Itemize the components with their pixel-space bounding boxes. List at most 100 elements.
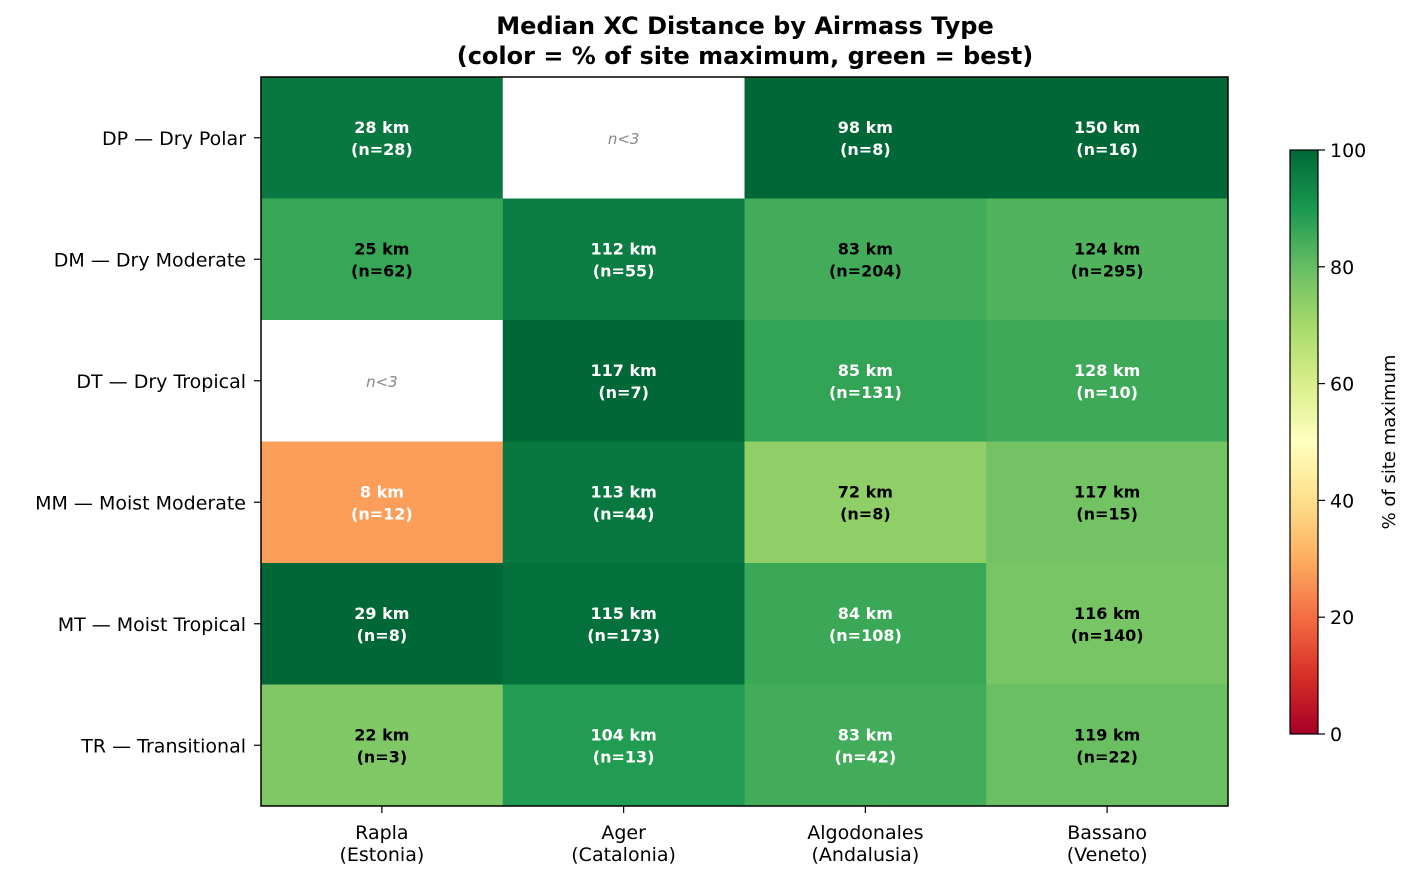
heatmap-cell	[261, 320, 504, 442]
heatmap-cell	[744, 684, 987, 807]
heatmap-cell	[986, 320, 1229, 442]
x-tick-label: (Andalusia)	[812, 844, 920, 866]
cell-distance-label: 25 km	[354, 239, 409, 258]
cell-distance-label: 113 km	[590, 482, 656, 501]
colorbar-tick-label: 60	[1330, 374, 1354, 396]
cell-count-label: (n=131)	[829, 383, 902, 402]
cell-count-label: (n=3)	[357, 747, 408, 766]
cell-count-label: (n=295)	[1071, 261, 1144, 280]
cell-distance-label: 84 km	[838, 604, 893, 623]
cell-count-label: (n=13)	[593, 747, 655, 766]
heatmap-cell	[744, 198, 987, 321]
cell-distance-label: 98 km	[838, 118, 893, 137]
x-tick-label: Rapla	[355, 822, 408, 844]
heatmap-cell	[502, 563, 745, 685]
colorbar-tick-label: 20	[1330, 607, 1354, 629]
heatmap-cell	[744, 563, 987, 685]
cell-count-label: (n=62)	[351, 261, 413, 280]
cell-count-label: (n=55)	[593, 261, 655, 280]
heatmap-cell	[261, 684, 504, 807]
heatmap-cell	[986, 198, 1229, 321]
heatmap-cell	[986, 563, 1229, 685]
cell-distance-label: 115 km	[590, 604, 656, 623]
cell-count-label: (n=15)	[1076, 504, 1138, 523]
colorbar-label: % of site maximum	[1379, 355, 1400, 530]
heatmap-cell	[502, 198, 745, 321]
chart-title-line1: Median XC Distance by Airmass Type	[496, 12, 993, 40]
heatmap-cell	[986, 684, 1229, 807]
colorbar-gradient	[1289, 149, 1319, 735]
cell-distance-label: 128 km	[1074, 361, 1140, 380]
heatmap-cell	[261, 563, 504, 685]
cell-distance-label: 29 km	[354, 604, 409, 623]
plot-frame	[260, 76, 1229, 807]
cell-distance-label: 124 km	[1074, 239, 1140, 258]
x-tick-label: Algodonales	[807, 822, 923, 844]
cell-count-label: (n=16)	[1076, 140, 1138, 159]
cell-count-label: (n=10)	[1076, 383, 1138, 402]
cell-distance-label: 83 km	[838, 725, 893, 744]
y-tick-label: DP — Dry Polar	[102, 128, 246, 150]
x-tick-label: Ager	[601, 822, 646, 844]
cell-distance-label: 117 km	[590, 361, 656, 380]
cell-count-label: (n=140)	[1071, 626, 1144, 645]
cell-count-label: (n=8)	[840, 504, 891, 523]
cell-distance-label: 8 km	[360, 482, 404, 501]
cell-distance-label: 119 km	[1074, 725, 1140, 744]
cell-distance-label: 83 km	[838, 239, 893, 258]
colorbar-tick-label: 80	[1330, 257, 1354, 279]
heatmap-cell	[986, 77, 1229, 199]
cell-distance-label: 85 km	[838, 361, 893, 380]
cell-count-label: (n=7)	[598, 383, 649, 402]
heatmap-cell	[502, 320, 745, 442]
cell-count-label: (n=42)	[835, 747, 897, 766]
x-tick-label: (Estonia)	[339, 844, 424, 866]
y-tick-label: DT — Dry Tropical	[76, 371, 246, 393]
colorbar: 0 20 40 60 80 100	[1289, 140, 1366, 746]
chart-title-line2: (color = % of site maximum, green = best…	[457, 42, 1034, 70]
heatmap-cell	[502, 441, 745, 564]
heatmap-cell	[744, 441, 987, 564]
x-axis: Rapla(Estonia) Ager(Catalonia) Algodonales…	[339, 806, 1148, 866]
cell-distance-label: 104 km	[590, 725, 656, 744]
cell-distance-label: 72 km	[838, 482, 893, 501]
colorbar-tick-label: 100	[1330, 140, 1366, 162]
cell-count-label: (n=108)	[829, 626, 902, 645]
cell-missing-label: n<3	[608, 130, 640, 148]
heatmap-cell	[502, 77, 745, 199]
cell-count-label: (n=173)	[587, 626, 660, 645]
cell-count-label: (n=22)	[1076, 747, 1138, 766]
cell-count-label: (n=204)	[829, 261, 902, 280]
cell-count-label: (n=8)	[840, 140, 891, 159]
y-tick-label: DM — Dry Moderate	[54, 249, 246, 271]
cell-missing-label: n<3	[366, 373, 398, 391]
heatmap-cell	[986, 441, 1229, 564]
heatmap-cell	[261, 198, 504, 321]
cell-count-label: (n=12)	[351, 504, 413, 523]
y-tick-label: TR — Transitional	[80, 735, 246, 757]
colorbar-tick-label: 40	[1330, 490, 1354, 512]
cell-distance-label: 150 km	[1074, 118, 1140, 137]
x-tick-label: (Catalonia)	[571, 844, 676, 866]
cell-distance-label: 117 km	[1074, 482, 1140, 501]
x-tick-label: Bassano	[1067, 822, 1147, 844]
heatmap-cell	[502, 684, 745, 807]
colorbar-tick-label: 0	[1330, 724, 1342, 746]
cell-count-label: (n=8)	[357, 626, 408, 645]
heatmap-cell	[261, 441, 504, 564]
cell-distance-label: 22 km	[354, 725, 409, 744]
y-tick-label: MM — Moist Moderate	[35, 492, 246, 514]
cell-distance-label: 112 km	[590, 239, 656, 258]
heatmap-cell	[744, 320, 987, 442]
cell-count-label: (n=28)	[351, 140, 413, 159]
y-tick-label: MT — Moist Tropical	[58, 614, 246, 636]
x-tick-label: (Veneto)	[1067, 844, 1148, 866]
y-axis: DP — Dry Polar DM — Dry Moderate DT — Dry …	[35, 128, 261, 757]
cell-count-label: (n=44)	[593, 504, 655, 523]
cell-distance-label: 28 km	[354, 118, 409, 137]
cell-distance-label: 116 km	[1074, 604, 1140, 623]
heatmap-cell	[744, 77, 987, 199]
heatmap-cells: 28 km (n=28) n<3 98 km (n=8) 150 km (n=16) 25 k…	[261, 77, 1229, 807]
heatmap-cell	[261, 77, 504, 199]
